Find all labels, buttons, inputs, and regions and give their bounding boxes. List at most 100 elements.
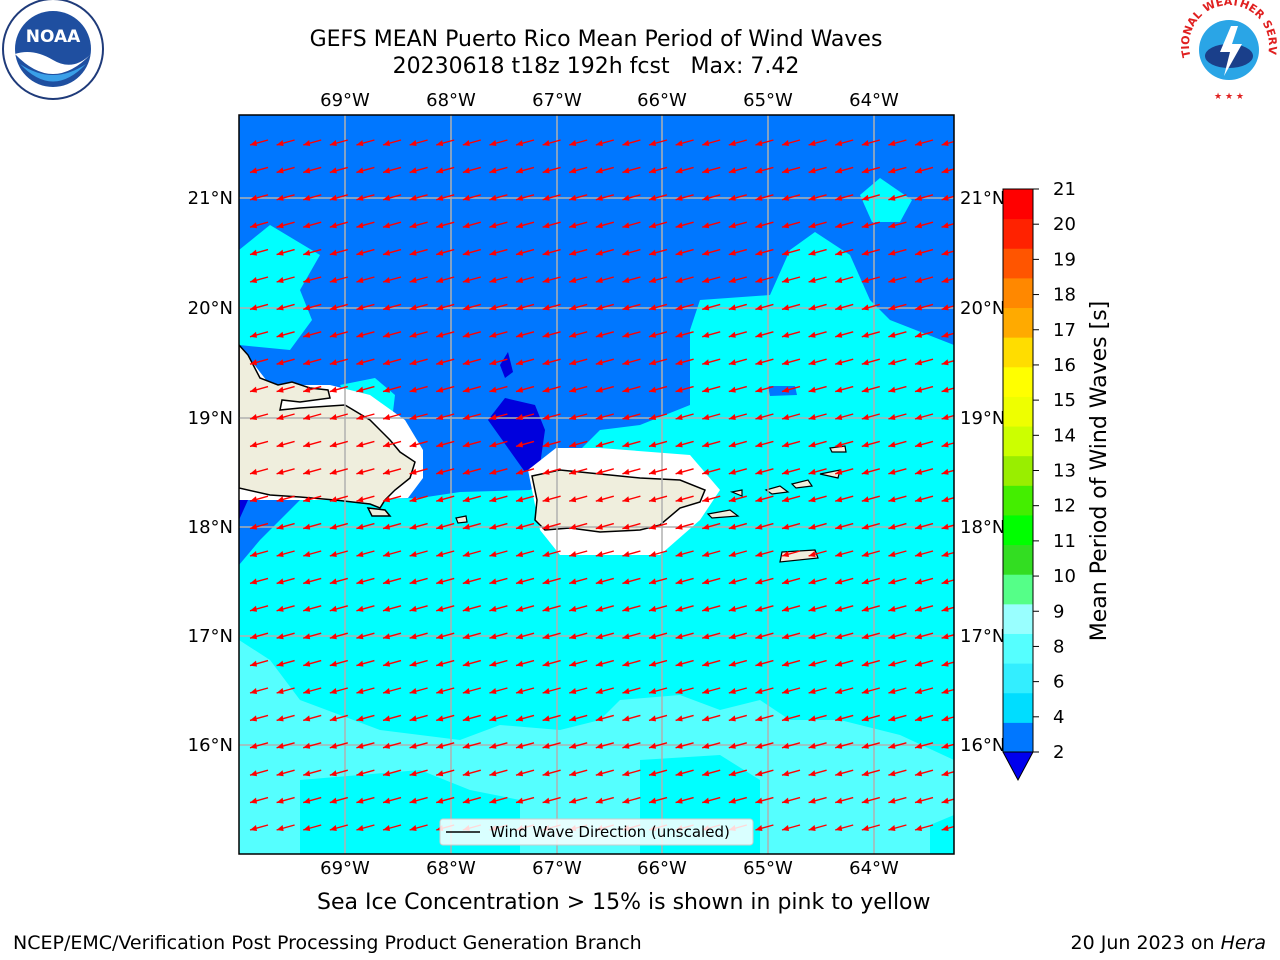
wind-wave-arrowhead xyxy=(436,249,444,256)
wind-wave-arrowhead xyxy=(329,660,337,667)
wind-wave-arrowhead xyxy=(649,633,656,640)
wind-wave-arrowhead xyxy=(755,770,763,777)
wind-wave-arrowhead xyxy=(675,797,683,804)
wind-wave-arrowhead xyxy=(303,414,311,420)
wind-wave-arrowhead xyxy=(915,222,922,229)
wind-wave-arrowhead xyxy=(276,194,284,201)
wind-wave-arrowhead xyxy=(675,715,683,722)
wind-wave-arrowhead xyxy=(409,770,417,777)
wind-wave-arrowhead xyxy=(755,797,763,804)
wind-wave-arrowhead xyxy=(516,742,523,749)
wind-wave-arrowhead xyxy=(941,468,949,475)
lat-label-right: 18°N xyxy=(960,517,1005,538)
wind-wave-arrowhead xyxy=(542,660,550,667)
wind-wave-arrowhead xyxy=(595,194,603,201)
wind-wave-arrowhead xyxy=(276,222,284,229)
wind-wave-arrowhead xyxy=(489,605,497,612)
wind-wave-arrowhead xyxy=(303,304,311,311)
wind-wave-arrowhead xyxy=(702,578,710,585)
wind-wave-arrowhead xyxy=(675,194,683,201)
wind-wave-arrowhead xyxy=(356,660,364,667)
lat-label-left: 18°N xyxy=(188,517,233,538)
wind-wave-arrowhead xyxy=(649,414,656,420)
wind-wave-arrowhead xyxy=(489,742,497,749)
wind-wave-arrowhead xyxy=(436,359,444,366)
wind-wave-arrowhead xyxy=(861,441,869,448)
wind-wave-arrowhead xyxy=(516,496,523,503)
wind-wave-arrowhead xyxy=(329,523,337,530)
wind-wave-arrowhead xyxy=(728,523,736,530)
wind-wave-arrowhead xyxy=(276,633,284,640)
wind-wave-arrowhead xyxy=(569,715,577,722)
lon-label-top: 67°W xyxy=(532,90,582,111)
wind-wave-arrowhead xyxy=(861,715,869,722)
wind-wave-arrowhead xyxy=(808,633,816,640)
wind-wave-arrowhead xyxy=(702,441,710,448)
wind-wave-arrowhead xyxy=(622,496,630,503)
wind-wave-arrowhead xyxy=(915,688,922,694)
wind-wave-arrowhead xyxy=(250,441,257,448)
wind-wave-arrowhead xyxy=(356,715,364,722)
wind-wave-arrowhead xyxy=(888,496,896,503)
wind-wave-arrowhead xyxy=(489,414,497,420)
wind-wave-arrowhead xyxy=(782,194,789,201)
wind-wave-arrowhead xyxy=(462,140,470,146)
wind-wave-arrowhead xyxy=(808,688,816,694)
wind-wave-arrowhead xyxy=(542,742,550,749)
wind-wave-arrowhead xyxy=(462,167,470,174)
wind-wave-arrowhead xyxy=(915,194,922,201)
wind-wave-arrowhead xyxy=(462,359,470,366)
wind-wave-arrowhead xyxy=(728,331,736,338)
wind-wave-arrowhead xyxy=(489,331,497,338)
wind-wave-arrowhead xyxy=(728,249,736,256)
wind-wave-arrowhead xyxy=(436,331,444,338)
lon-label-bottom: 64°W xyxy=(849,858,899,879)
wind-wave-arrowhead xyxy=(542,222,550,229)
wind-wave-arrowhead xyxy=(462,222,470,229)
wind-wave-arrowhead xyxy=(755,414,763,420)
wind-wave-arrowhead xyxy=(303,660,311,667)
wind-wave-arrowhead xyxy=(915,523,922,530)
wind-wave-arrowhead xyxy=(808,523,816,530)
wind-wave-arrowhead xyxy=(915,633,922,640)
wind-wave-arrowhead xyxy=(595,277,603,283)
wind-wave-arrowhead xyxy=(782,277,789,283)
wind-wave-arrowhead xyxy=(649,441,656,448)
wind-wave-arrowhead xyxy=(888,441,896,448)
wind-wave-arrowhead xyxy=(675,414,683,420)
wind-wave-arrowhead xyxy=(728,140,736,146)
lat-label-right: 17°N xyxy=(960,626,1005,647)
wind-wave-arrowhead xyxy=(835,304,843,311)
wind-wave-arrowhead xyxy=(329,633,337,640)
wind-wave-arrowhead xyxy=(409,359,417,366)
colorbar-tick-label: 12 xyxy=(1053,496,1076,517)
wind-wave-arrowhead xyxy=(462,304,470,311)
wind-wave-arrowhead xyxy=(808,605,816,612)
wind-wave-arrowhead xyxy=(462,633,470,640)
wind-wave-arrowhead xyxy=(250,194,257,201)
wind-wave-arrowhead xyxy=(835,523,843,530)
wind-wave-arrowhead xyxy=(516,140,523,146)
wind-wave-arrowhead xyxy=(276,660,284,667)
wind-wave-arrowhead xyxy=(675,605,683,612)
colorbar-segment xyxy=(1003,366,1033,397)
wind-wave-arrowhead xyxy=(888,414,896,420)
wind-wave-arrowhead xyxy=(835,277,843,283)
wind-wave-arrowhead xyxy=(436,304,444,311)
wind-wave-arrowhead xyxy=(436,715,444,722)
wind-wave-arrowhead xyxy=(808,277,816,283)
wind-wave-arrowhead xyxy=(675,660,683,667)
wind-wave-arrowhead xyxy=(250,551,257,557)
wind-wave-arrowhead xyxy=(808,797,816,804)
wind-wave-arrowhead xyxy=(941,249,949,256)
wind-wave-arrowhead xyxy=(383,688,390,694)
wind-wave-arrowhead xyxy=(861,633,869,640)
wind-wave-arrowhead xyxy=(303,770,311,777)
wind-wave-arrowhead xyxy=(542,331,550,338)
wind-wave-arrowhead xyxy=(649,468,656,475)
wind-wave-arrowhead xyxy=(569,414,577,420)
wind-wave-arrowhead xyxy=(516,277,523,283)
wind-wave-arrowhead xyxy=(250,578,257,585)
wind-wave-arrowhead xyxy=(782,222,789,229)
wind-wave-arrowhead xyxy=(250,660,257,667)
